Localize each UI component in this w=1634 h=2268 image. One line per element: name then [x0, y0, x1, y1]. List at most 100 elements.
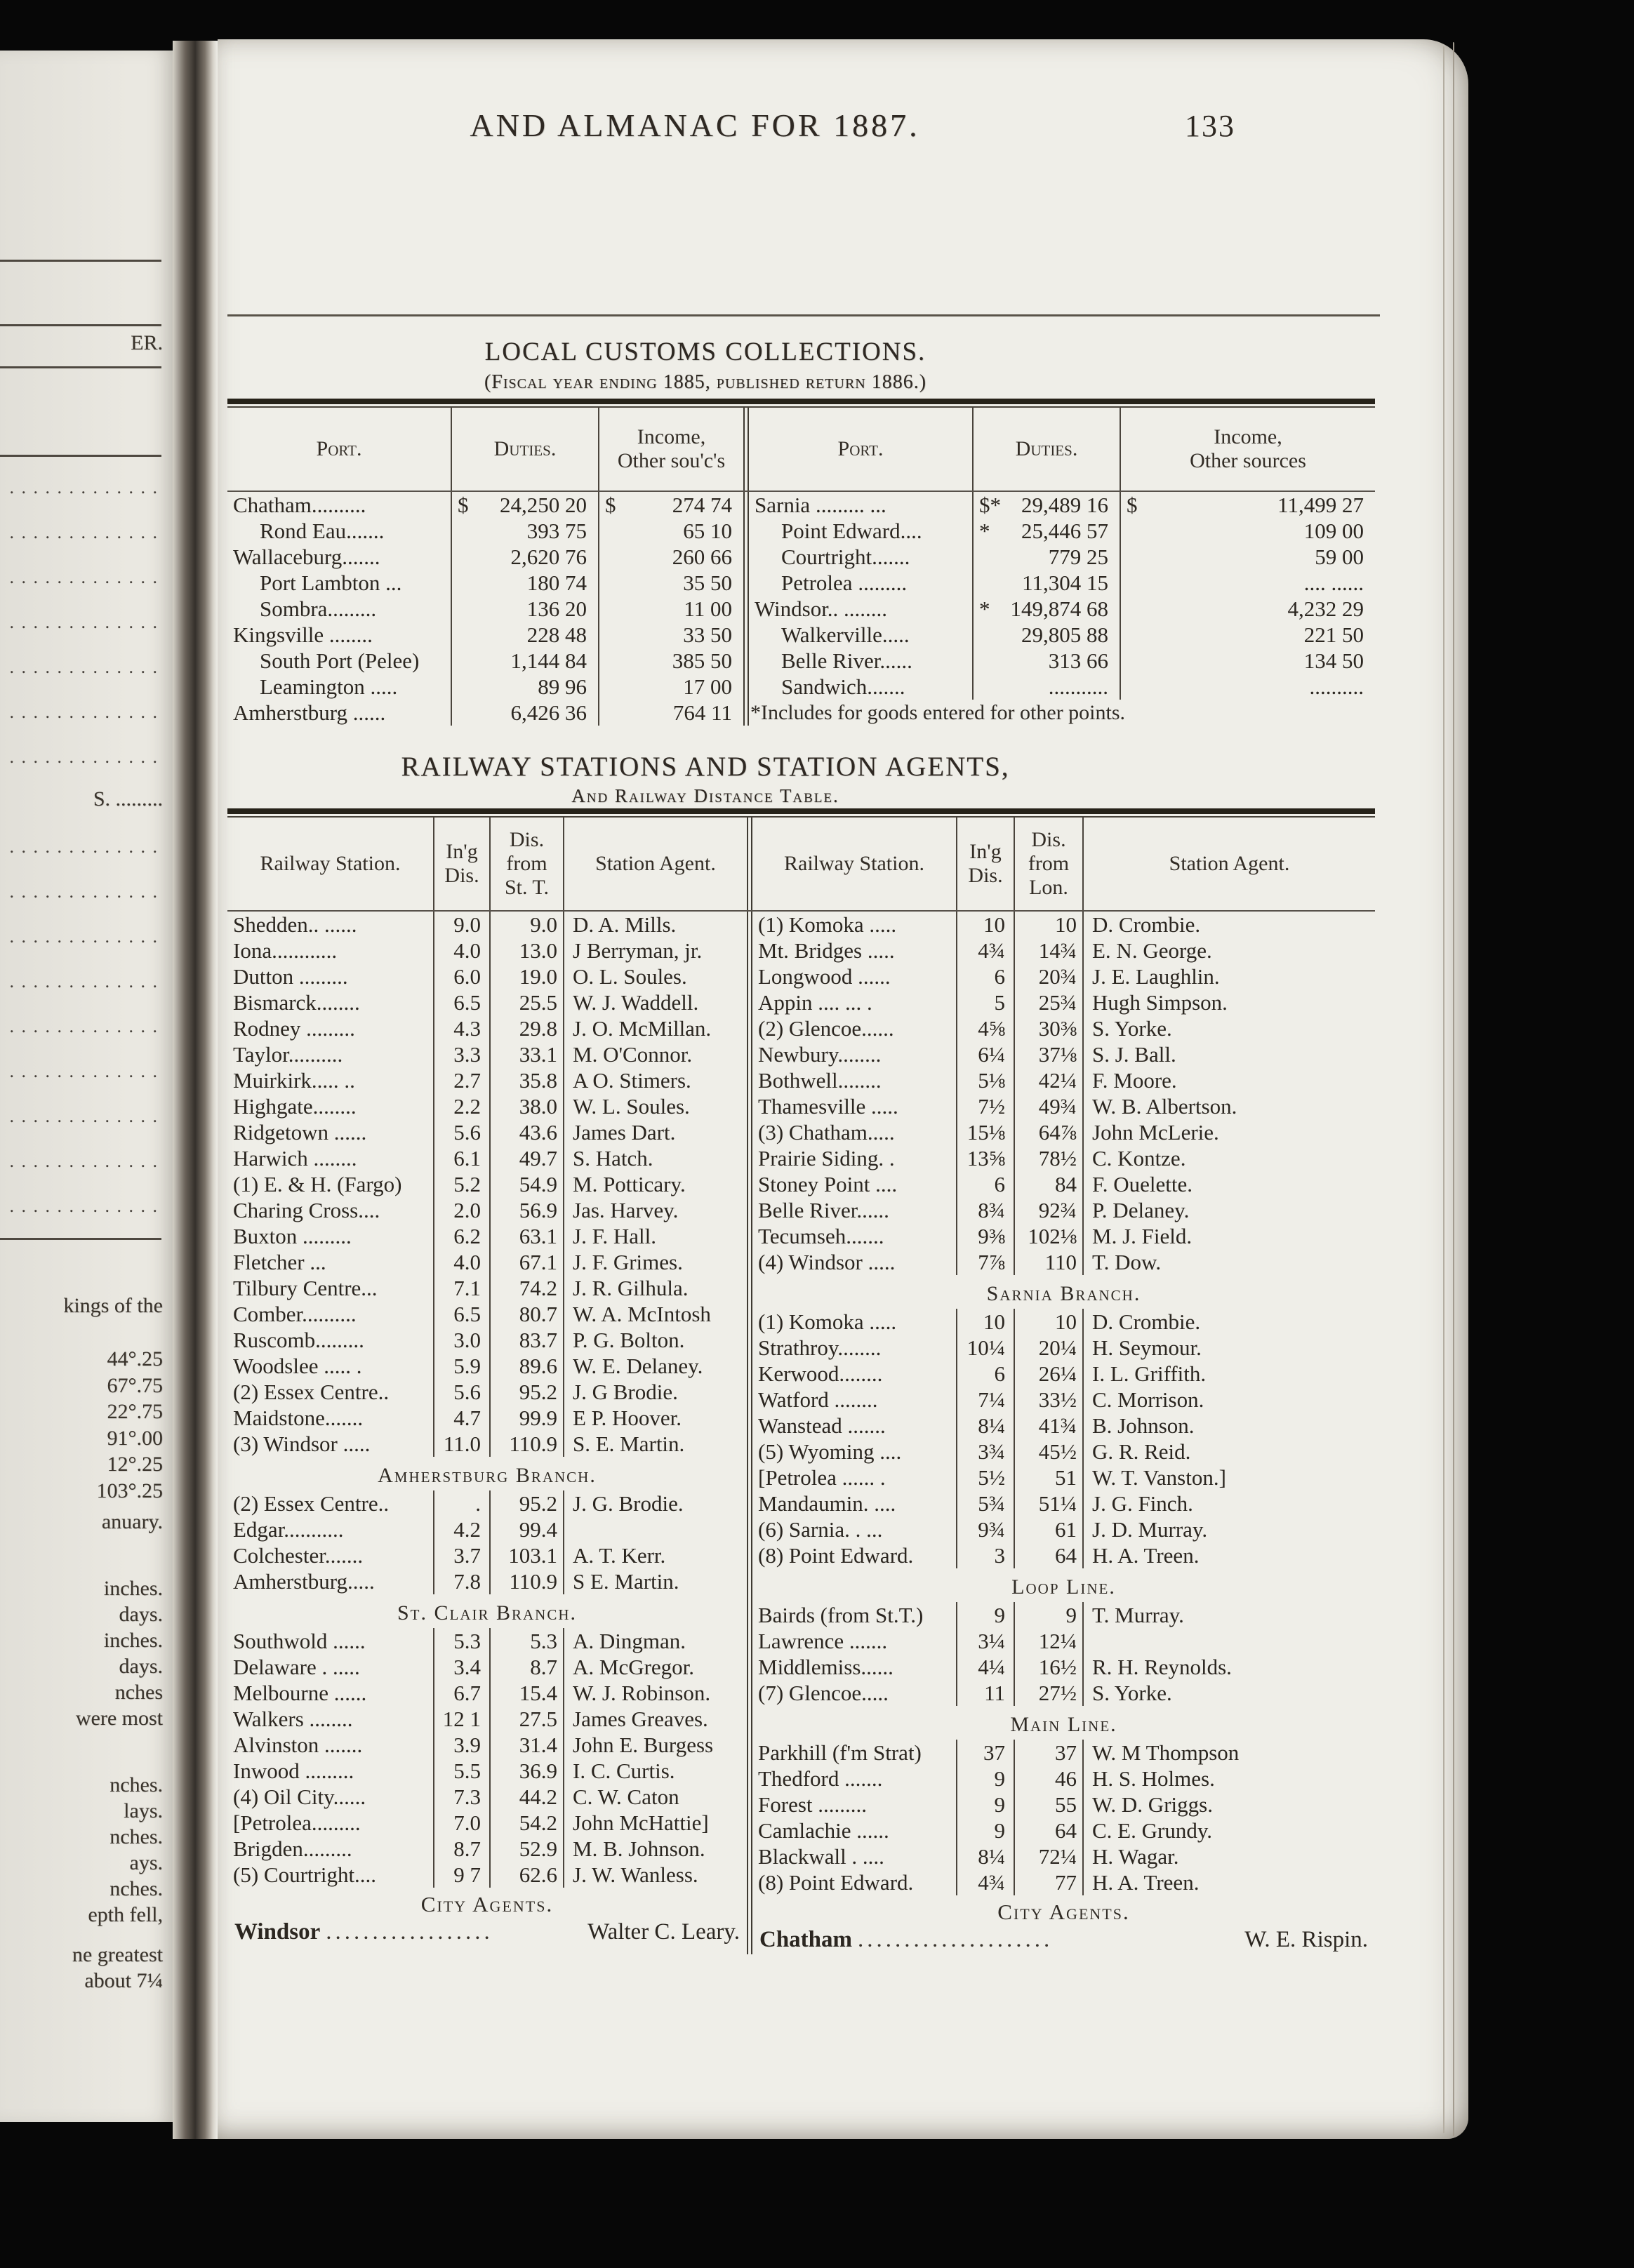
dis-from-cell: 62.6	[491, 1862, 564, 1888]
ing-dis-cell: 5⅛	[957, 1067, 1015, 1093]
facing-page-dotted-row: . . . . . . . . . . . . .	[9, 1016, 159, 1036]
agent-cell: H. S. Holmes.	[1092, 1766, 1215, 1791]
page-number: 133	[1185, 109, 1235, 143]
station-cell: Parkhill (f'm Strat)	[752, 1740, 957, 1766]
ing-dis-cell: 3.0	[434, 1327, 491, 1353]
dis-from-cell: 64	[1015, 1817, 1084, 1843]
station-cell: Belle River......	[752, 1197, 957, 1223]
facing-page-text-fragment: 91°.00	[107, 1427, 164, 1450]
customs-footnote: *Includes for goods entered for other po…	[750, 701, 1126, 724]
column-header-station: Railway Station.	[752, 818, 957, 910]
station-cell: Tilbury Centre...	[227, 1275, 434, 1301]
station-cell: Prairie Siding. .	[752, 1145, 957, 1171]
station-cell: Colchester.......	[227, 1542, 434, 1568]
facing-page-dotted-row: . . . . . . . . . . . . .	[9, 477, 159, 498]
agent-cell	[1084, 1628, 1375, 1654]
station-cell: Mt. Bridges .....	[752, 938, 957, 963]
station-cell: Amherstburg.....	[227, 1568, 434, 1594]
duties-cell: 11,304 15	[974, 570, 1121, 596]
ing-dis-cell: 5.6	[434, 1379, 491, 1405]
agent-cell: W. T. Vanston.]	[1092, 1465, 1226, 1490]
port-cell: Petrolea .........	[749, 570, 974, 596]
column-header-agent: Station Agent.	[595, 852, 716, 875]
city-agent-name: W. E. Rispin.	[1244, 1927, 1368, 1952]
ing-dis-cell: 6	[957, 963, 1015, 989]
facing-page-text-fragment: S. .........	[93, 787, 163, 811]
customs-body: Chatham.......... $24,250 20 $274 74 Rond E…	[227, 492, 1375, 726]
duties-cell: 6,426 36	[452, 700, 599, 726]
ing-dis-cell: 9	[957, 1792, 1015, 1817]
facing-page-dotted-row: . . . . . . . . . . . . .	[9, 836, 159, 857]
station-cell: Fletcher ...	[227, 1249, 434, 1275]
agent-cell: A. McGregor.	[573, 1655, 695, 1679]
agent-cell: P. G. Bolton.	[573, 1328, 685, 1352]
dis-from-cell: 41¾	[1015, 1413, 1084, 1439]
dis-from-cell: 12¼	[1015, 1628, 1084, 1654]
facing-page-text-fragment: 12°.25	[107, 1453, 164, 1476]
station-cell: Charing Cross....	[227, 1197, 434, 1223]
agent-cell: James Greaves.	[573, 1707, 708, 1731]
customs-collections-table: Port. Duties. Income, Other sou'c's Port…	[227, 399, 1375, 726]
dis-from-cell: 77	[1015, 1869, 1084, 1895]
ing-dis-cell: 6.1	[434, 1145, 491, 1171]
branch-title: Main Line.	[1010, 1713, 1117, 1736]
port-cell: Sombra.........	[227, 596, 452, 622]
facing-page-text-fragment: 103°.25	[96, 1479, 164, 1502]
agent-cell: J. O. McMillan.	[573, 1016, 712, 1041]
agent-cell: J Berryman, jr.	[573, 938, 703, 963]
currency-prefix: *	[979, 519, 990, 543]
duties-cell: * 149,874 68	[974, 596, 1121, 622]
station-cell: Brigden.........	[227, 1836, 434, 1862]
station-cell: (1) Komoka .....	[752, 912, 957, 938]
dis-from-cell: 55	[1015, 1792, 1084, 1817]
agent-cell: A. Dingman.	[573, 1629, 686, 1653]
income-cell: 4,232 29	[1287, 596, 1364, 621]
port-cell: Kingsville ........	[227, 622, 452, 648]
agent-cell: O. L. Soules.	[573, 964, 687, 989]
station-cell: Rodney .........	[227, 1015, 434, 1041]
port-cell: Belle River......	[749, 648, 974, 674]
station-cell: Taylor..........	[227, 1041, 434, 1067]
station-cell: (1) Komoka .....	[752, 1309, 957, 1335]
ing-dis-cell: 3	[957, 1542, 1015, 1568]
dis-from-cell: 35.8	[491, 1067, 564, 1093]
header-bottom-rule	[227, 910, 1375, 912]
column-header-ing-dis: In'g Dis.	[434, 818, 491, 910]
facing-page-text-fragment: 67°.75	[107, 1374, 164, 1397]
dis-from-cell: 72¼	[1015, 1843, 1084, 1869]
dis-from-cell: 31.4	[491, 1732, 564, 1758]
ing-dis-cell: 4.2	[434, 1516, 491, 1542]
facing-page-text-fragment: 44°.25	[107, 1347, 164, 1370]
duties-cell: 2,620 76	[452, 544, 599, 570]
branch-title: Amherstburg Branch.	[378, 1464, 597, 1487]
port-cell: Port Lambton ...	[227, 570, 452, 596]
port-cell: South Port (Pelee)	[227, 648, 452, 674]
dis-from-cell: 5.3	[491, 1628, 564, 1654]
agent-cell: C. Kontze.	[1092, 1146, 1186, 1170]
facing-page-text-fragment: ne greatest	[72, 1943, 163, 1966]
dis-from-cell: 30⅜	[1015, 1015, 1084, 1041]
column-header-income: Income, Other sou'c's	[617, 425, 726, 472]
dis-from-cell: 33½	[1015, 1387, 1084, 1413]
agent-cell: J. W. Wanless.	[573, 1862, 698, 1887]
facing-page-text-fragment: 22°.75	[107, 1400, 164, 1423]
income-cell: 11 00	[684, 596, 732, 621]
duties-cell: 89 96	[452, 674, 599, 700]
railway-body: Shedden.. ...... 9.0 9.0 D. A. Mills. Iona..…	[227, 912, 1375, 1954]
facing-page-text-fragment: about 7¼	[84, 1969, 163, 1992]
dis-from-cell: 45½	[1015, 1439, 1084, 1465]
income-cell: 260 66	[672, 545, 732, 569]
dis-from-cell: 49¾	[1015, 1093, 1084, 1119]
station-cell: Harwich ........	[227, 1145, 434, 1171]
dis-from-cell: 10	[1015, 1309, 1084, 1335]
ing-dis-cell: 3¼	[957, 1628, 1015, 1654]
facing-page-text-fragment: kings of the	[63, 1294, 163, 1317]
column-header-income: Income, Other sources	[1190, 425, 1306, 472]
agent-cell: S. J. Ball.	[1092, 1042, 1176, 1067]
station-cell: Melbourne ......	[227, 1680, 434, 1706]
dis-from-cell: 43.6	[491, 1119, 564, 1145]
agent-cell: D. Crombie.	[1092, 1309, 1201, 1334]
station-cell: (3) Chatham.....	[752, 1119, 957, 1145]
facing-page-text-fragment: inches.	[103, 1577, 163, 1600]
